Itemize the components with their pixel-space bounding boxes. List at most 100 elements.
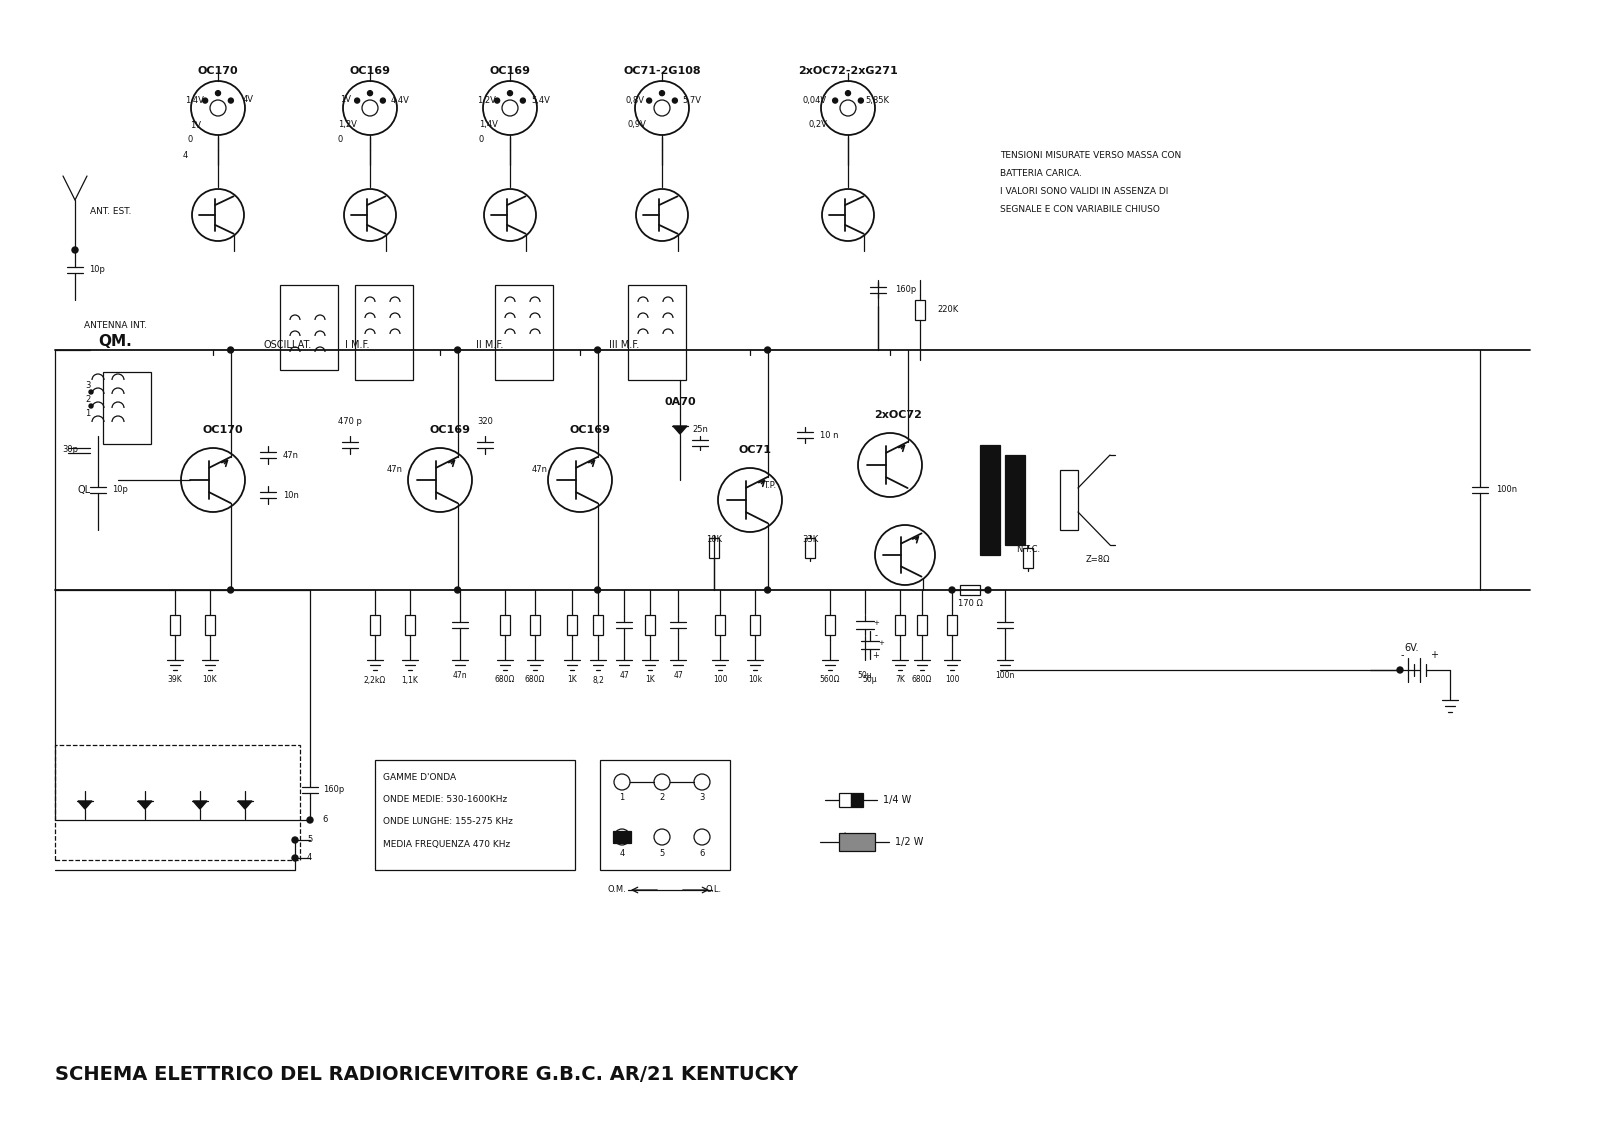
Circle shape (227, 347, 234, 353)
Text: OC170: OC170 (203, 425, 243, 435)
Text: 6: 6 (699, 848, 704, 857)
Text: 39K: 39K (168, 675, 182, 684)
Text: 5,7V: 5,7V (683, 95, 701, 104)
Text: Z=8Ω: Z=8Ω (1086, 555, 1110, 564)
Circle shape (368, 90, 373, 96)
Text: +: + (874, 620, 878, 625)
Text: 4: 4 (619, 848, 624, 857)
Text: -: - (875, 631, 877, 640)
Text: 0: 0 (338, 136, 342, 145)
Text: OC170: OC170 (198, 66, 238, 76)
Text: QL: QL (77, 485, 91, 495)
Circle shape (765, 587, 771, 593)
Text: 100n: 100n (995, 671, 1014, 680)
Text: 10K: 10K (203, 675, 218, 684)
Text: 1/2 W: 1/2 W (894, 837, 923, 847)
Text: 100n: 100n (1496, 485, 1517, 494)
Text: 10p: 10p (112, 485, 128, 494)
Text: SEGNALE E CON VARIABILE CHIUSO: SEGNALE E CON VARIABILE CHIUSO (1000, 205, 1160, 214)
Text: 1,2V: 1,2V (339, 121, 357, 130)
Bar (750, 615, 760, 634)
Circle shape (454, 587, 461, 593)
Text: 50μ: 50μ (858, 671, 872, 680)
Polygon shape (674, 426, 686, 434)
Text: 1/4 W: 1/4 W (883, 795, 912, 805)
Bar (494, 285, 554, 380)
Text: 10p: 10p (90, 266, 106, 275)
Text: 5,4V: 5,4V (531, 95, 550, 104)
Circle shape (659, 90, 664, 96)
Text: 47n: 47n (387, 466, 403, 475)
Bar (709, 538, 718, 558)
Text: 10k: 10k (747, 675, 762, 684)
Text: OC169: OC169 (570, 425, 611, 435)
Text: 47n: 47n (531, 466, 547, 475)
Text: 0,9V: 0,9V (627, 121, 646, 130)
Bar (851, 793, 862, 808)
Circle shape (646, 98, 651, 103)
Circle shape (986, 587, 990, 593)
Polygon shape (78, 801, 93, 809)
Circle shape (858, 98, 864, 103)
Text: 0,8V: 0,8V (626, 95, 645, 104)
Text: 2: 2 (85, 396, 91, 405)
Bar (805, 538, 814, 558)
Text: 10K: 10K (706, 535, 722, 544)
Circle shape (595, 587, 600, 593)
Bar (566, 615, 578, 634)
Text: 4: 4 (182, 150, 187, 159)
Circle shape (291, 855, 298, 861)
Text: 0: 0 (187, 136, 192, 145)
Text: 0,04V: 0,04V (803, 95, 827, 104)
Text: 1: 1 (85, 409, 91, 418)
Text: 160p: 160p (894, 285, 917, 294)
Polygon shape (138, 801, 152, 809)
Bar (54, 745, 301, 860)
Text: GAMME D'ONDA: GAMME D'ONDA (382, 774, 456, 783)
Text: O.M.: O.M. (608, 886, 627, 895)
Text: I VALORI SONO VALIDI IN ASSENZA DI: I VALORI SONO VALIDI IN ASSENZA DI (1000, 187, 1168, 196)
Text: 160p: 160p (323, 786, 344, 794)
Bar (499, 615, 510, 634)
Bar (627, 285, 686, 380)
Circle shape (229, 98, 234, 103)
Text: O.L.: O.L. (706, 886, 722, 895)
Bar (1005, 455, 1026, 545)
Text: 0A70: 0A70 (664, 397, 696, 407)
Text: 220K: 220K (938, 305, 958, 314)
Text: 1K: 1K (645, 675, 654, 684)
Text: 6V.: 6V. (1405, 644, 1419, 653)
Text: 4V: 4V (243, 95, 253, 104)
Circle shape (90, 404, 93, 408)
Text: +: + (872, 650, 880, 659)
Text: MEDIA FREQUENZA 470 KHz: MEDIA FREQUENZA 470 KHz (382, 839, 510, 848)
Text: BATTERIA CARICA.: BATTERIA CARICA. (1000, 169, 1082, 178)
Bar (613, 831, 630, 843)
Text: ANT. EST.: ANT. EST. (90, 207, 131, 216)
Text: II M.F.: II M.F. (477, 340, 504, 349)
Bar (370, 615, 381, 634)
Circle shape (520, 98, 525, 103)
Bar (645, 615, 654, 634)
Bar (280, 285, 338, 370)
Circle shape (595, 347, 600, 353)
Text: 5,85K: 5,85K (866, 95, 890, 104)
Bar (979, 444, 1000, 555)
Circle shape (227, 587, 234, 593)
Text: 5: 5 (659, 848, 664, 857)
Text: ONDE LUNGHE: 155-275 KHz: ONDE LUNGHE: 155-275 KHz (382, 818, 514, 827)
Text: 680Ω: 680Ω (912, 675, 933, 684)
Text: 47: 47 (674, 671, 683, 680)
Bar (894, 615, 906, 634)
Circle shape (90, 390, 93, 394)
Text: 3: 3 (699, 794, 704, 803)
Bar (838, 793, 851, 808)
Text: 1,2V: 1,2V (477, 95, 496, 104)
Text: 5: 5 (307, 836, 312, 845)
Polygon shape (838, 834, 875, 851)
Text: 33K: 33K (802, 535, 818, 544)
Circle shape (832, 98, 838, 103)
Text: +: + (1430, 650, 1438, 661)
Text: 47: 47 (619, 671, 629, 680)
Text: -: - (1400, 650, 1403, 661)
